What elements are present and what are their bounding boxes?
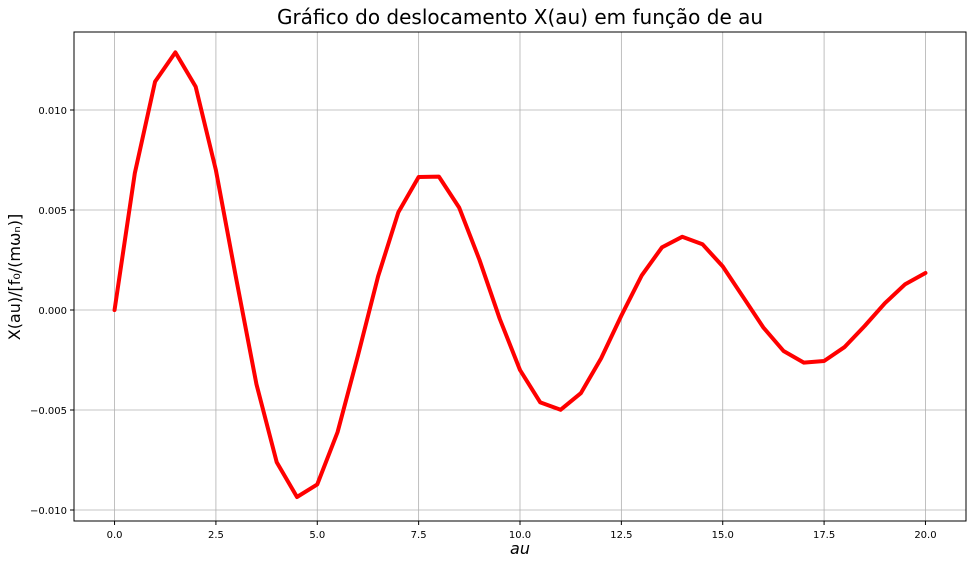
y-tick-label: −0.010 xyxy=(30,506,67,517)
x-axis-label: au xyxy=(510,539,530,558)
x-tick-label: 17.5 xyxy=(813,530,835,541)
y-tick-label: 0.010 xyxy=(38,106,67,117)
x-tick-label: 0.0 xyxy=(107,530,123,541)
x-tick-label: 15.0 xyxy=(712,530,734,541)
plot-frame xyxy=(73,31,967,522)
y-tick-label: 0.000 xyxy=(38,306,67,317)
x-tick-label: 20.0 xyxy=(914,530,936,541)
y-axis-label: X(au)/[f₀/(mωₙ)] xyxy=(5,214,24,341)
x-tick-label: 10.0 xyxy=(509,530,531,541)
y-tick-label: −0.005 xyxy=(30,406,67,417)
x-tick-label: 2.5 xyxy=(208,530,224,541)
x-tick-label: 5.0 xyxy=(309,530,325,541)
x-tick-label: 7.5 xyxy=(411,530,427,541)
data-line xyxy=(112,50,928,499)
x-tick-label: 12.5 xyxy=(610,530,632,541)
chart-title: Gráfico do deslocamento X(au) em função … xyxy=(277,5,763,29)
y-tick-label: 0.005 xyxy=(38,206,67,217)
